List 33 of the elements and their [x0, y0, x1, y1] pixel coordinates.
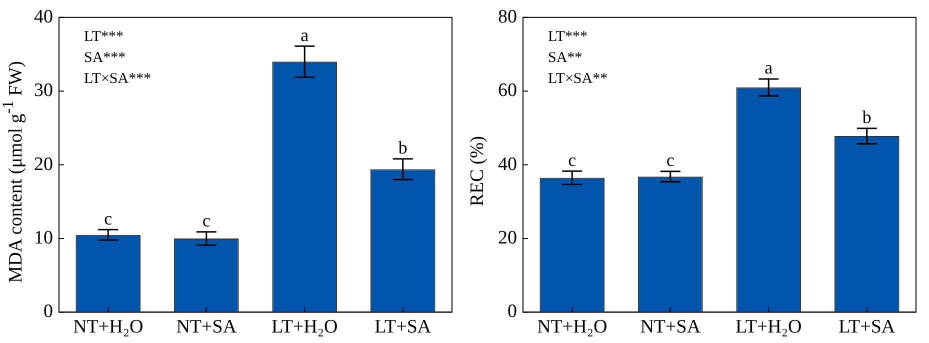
x-tick-label: LT+SA: [374, 316, 432, 338]
annotation: a: [764, 58, 773, 78]
annotation: c: [202, 210, 210, 231]
y-tick-label: 0: [508, 301, 517, 322]
annotation: a: [300, 24, 309, 45]
annotation: LT×SA***: [84, 70, 152, 87]
y-tick-label: 80: [498, 6, 517, 28]
annotation: SA***: [84, 50, 126, 66]
annotation: SA**: [548, 50, 582, 66]
y-axis-title: REC (%): [467, 136, 489, 207]
annotation: LT×SA**: [548, 70, 608, 87]
y-tick-label: 0: [44, 301, 53, 322]
y-tick-label: 40: [34, 6, 53, 28]
annotation: c: [568, 150, 576, 170]
annotation: c: [104, 208, 112, 228]
annotation: LT***: [548, 28, 588, 45]
x-tick-label: NT+H₂O: [73, 316, 144, 338]
x-tick-label: NT+SA: [640, 316, 701, 338]
x-tick-label: LT+H₂O: [272, 316, 338, 338]
x-tick-label: LT+H₂O: [736, 316, 802, 338]
y-tick-label: 20: [498, 227, 517, 248]
annotation: LT***: [84, 28, 124, 45]
annotation: b: [398, 138, 408, 158]
y-tick-label: 20: [34, 154, 53, 175]
annotation: b: [862, 107, 872, 128]
y-tick-label: 30: [34, 80, 53, 102]
y-tick-label: 60: [498, 80, 517, 102]
x-tick-label: NT+SA: [176, 316, 237, 338]
y-tick-label: 40: [498, 154, 517, 175]
x-tick-label: LT+SA: [838, 316, 896, 338]
x-tick-label: NT+H₂O: [537, 316, 608, 338]
y-tick-label: 10: [34, 227, 53, 248]
annotation: c: [666, 150, 674, 170]
